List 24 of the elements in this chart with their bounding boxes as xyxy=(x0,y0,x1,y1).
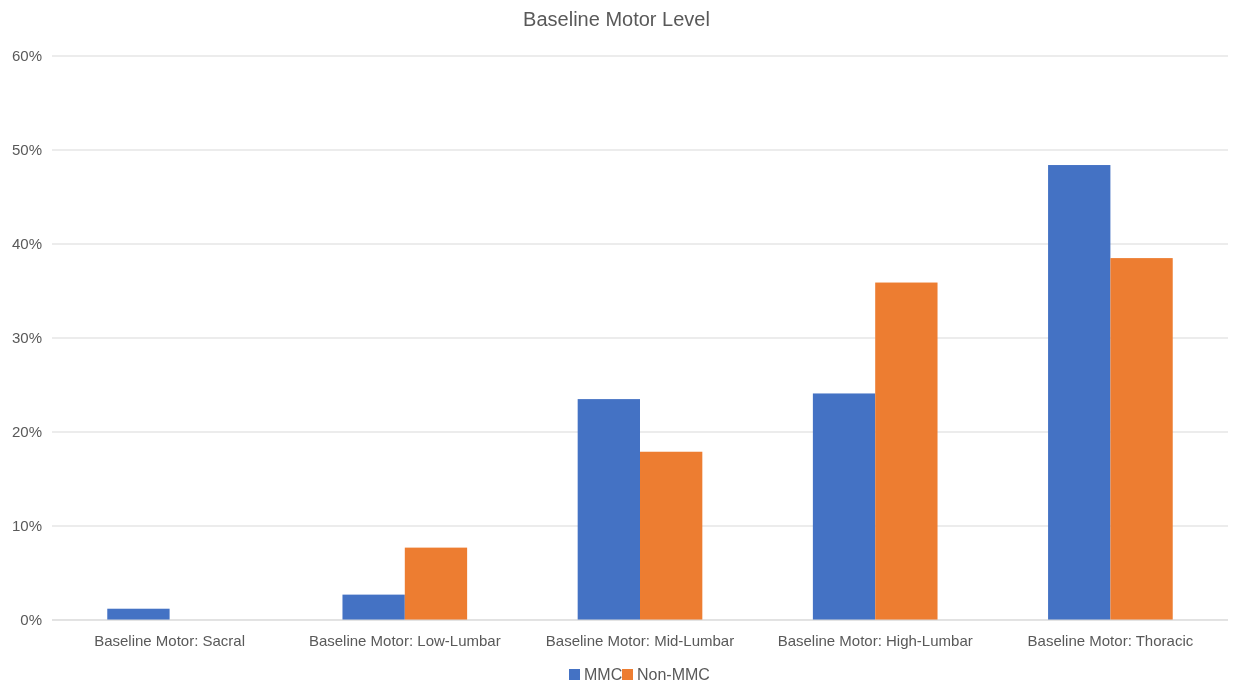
y-tick-label: 0% xyxy=(20,611,42,629)
x-tick-label: Baseline Motor: Thoracic xyxy=(1027,632,1194,649)
bar xyxy=(404,547,468,620)
x-tick-label: Baseline Motor: Sacral xyxy=(94,632,246,649)
bar xyxy=(1048,165,1111,620)
y-tick-label: 20% xyxy=(11,423,42,441)
bar xyxy=(1110,258,1173,620)
legend-label: Non-MMC xyxy=(637,666,710,683)
x-tick-label: Baseline Motor: Mid-Lumbar xyxy=(545,632,735,649)
bar xyxy=(640,451,703,620)
y-tick-label: 40% xyxy=(11,235,42,253)
x-tick-label: Baseline Motor: High-Lumbar xyxy=(777,632,973,649)
y-tick-label: 50% xyxy=(11,141,42,159)
x-tick-label: Baseline Motor: Low-Lumbar xyxy=(308,632,501,649)
bar xyxy=(812,393,876,620)
bar xyxy=(342,594,405,620)
y-tick-label: 10% xyxy=(11,517,42,535)
bar xyxy=(875,282,938,620)
bar xyxy=(577,399,640,620)
bar xyxy=(107,608,170,620)
y-tick-label: 30% xyxy=(11,329,42,347)
chart-title: Baseline Motor Level xyxy=(523,8,710,30)
y-tick-label: 60% xyxy=(11,47,42,65)
legend-label: MMC xyxy=(584,666,623,683)
